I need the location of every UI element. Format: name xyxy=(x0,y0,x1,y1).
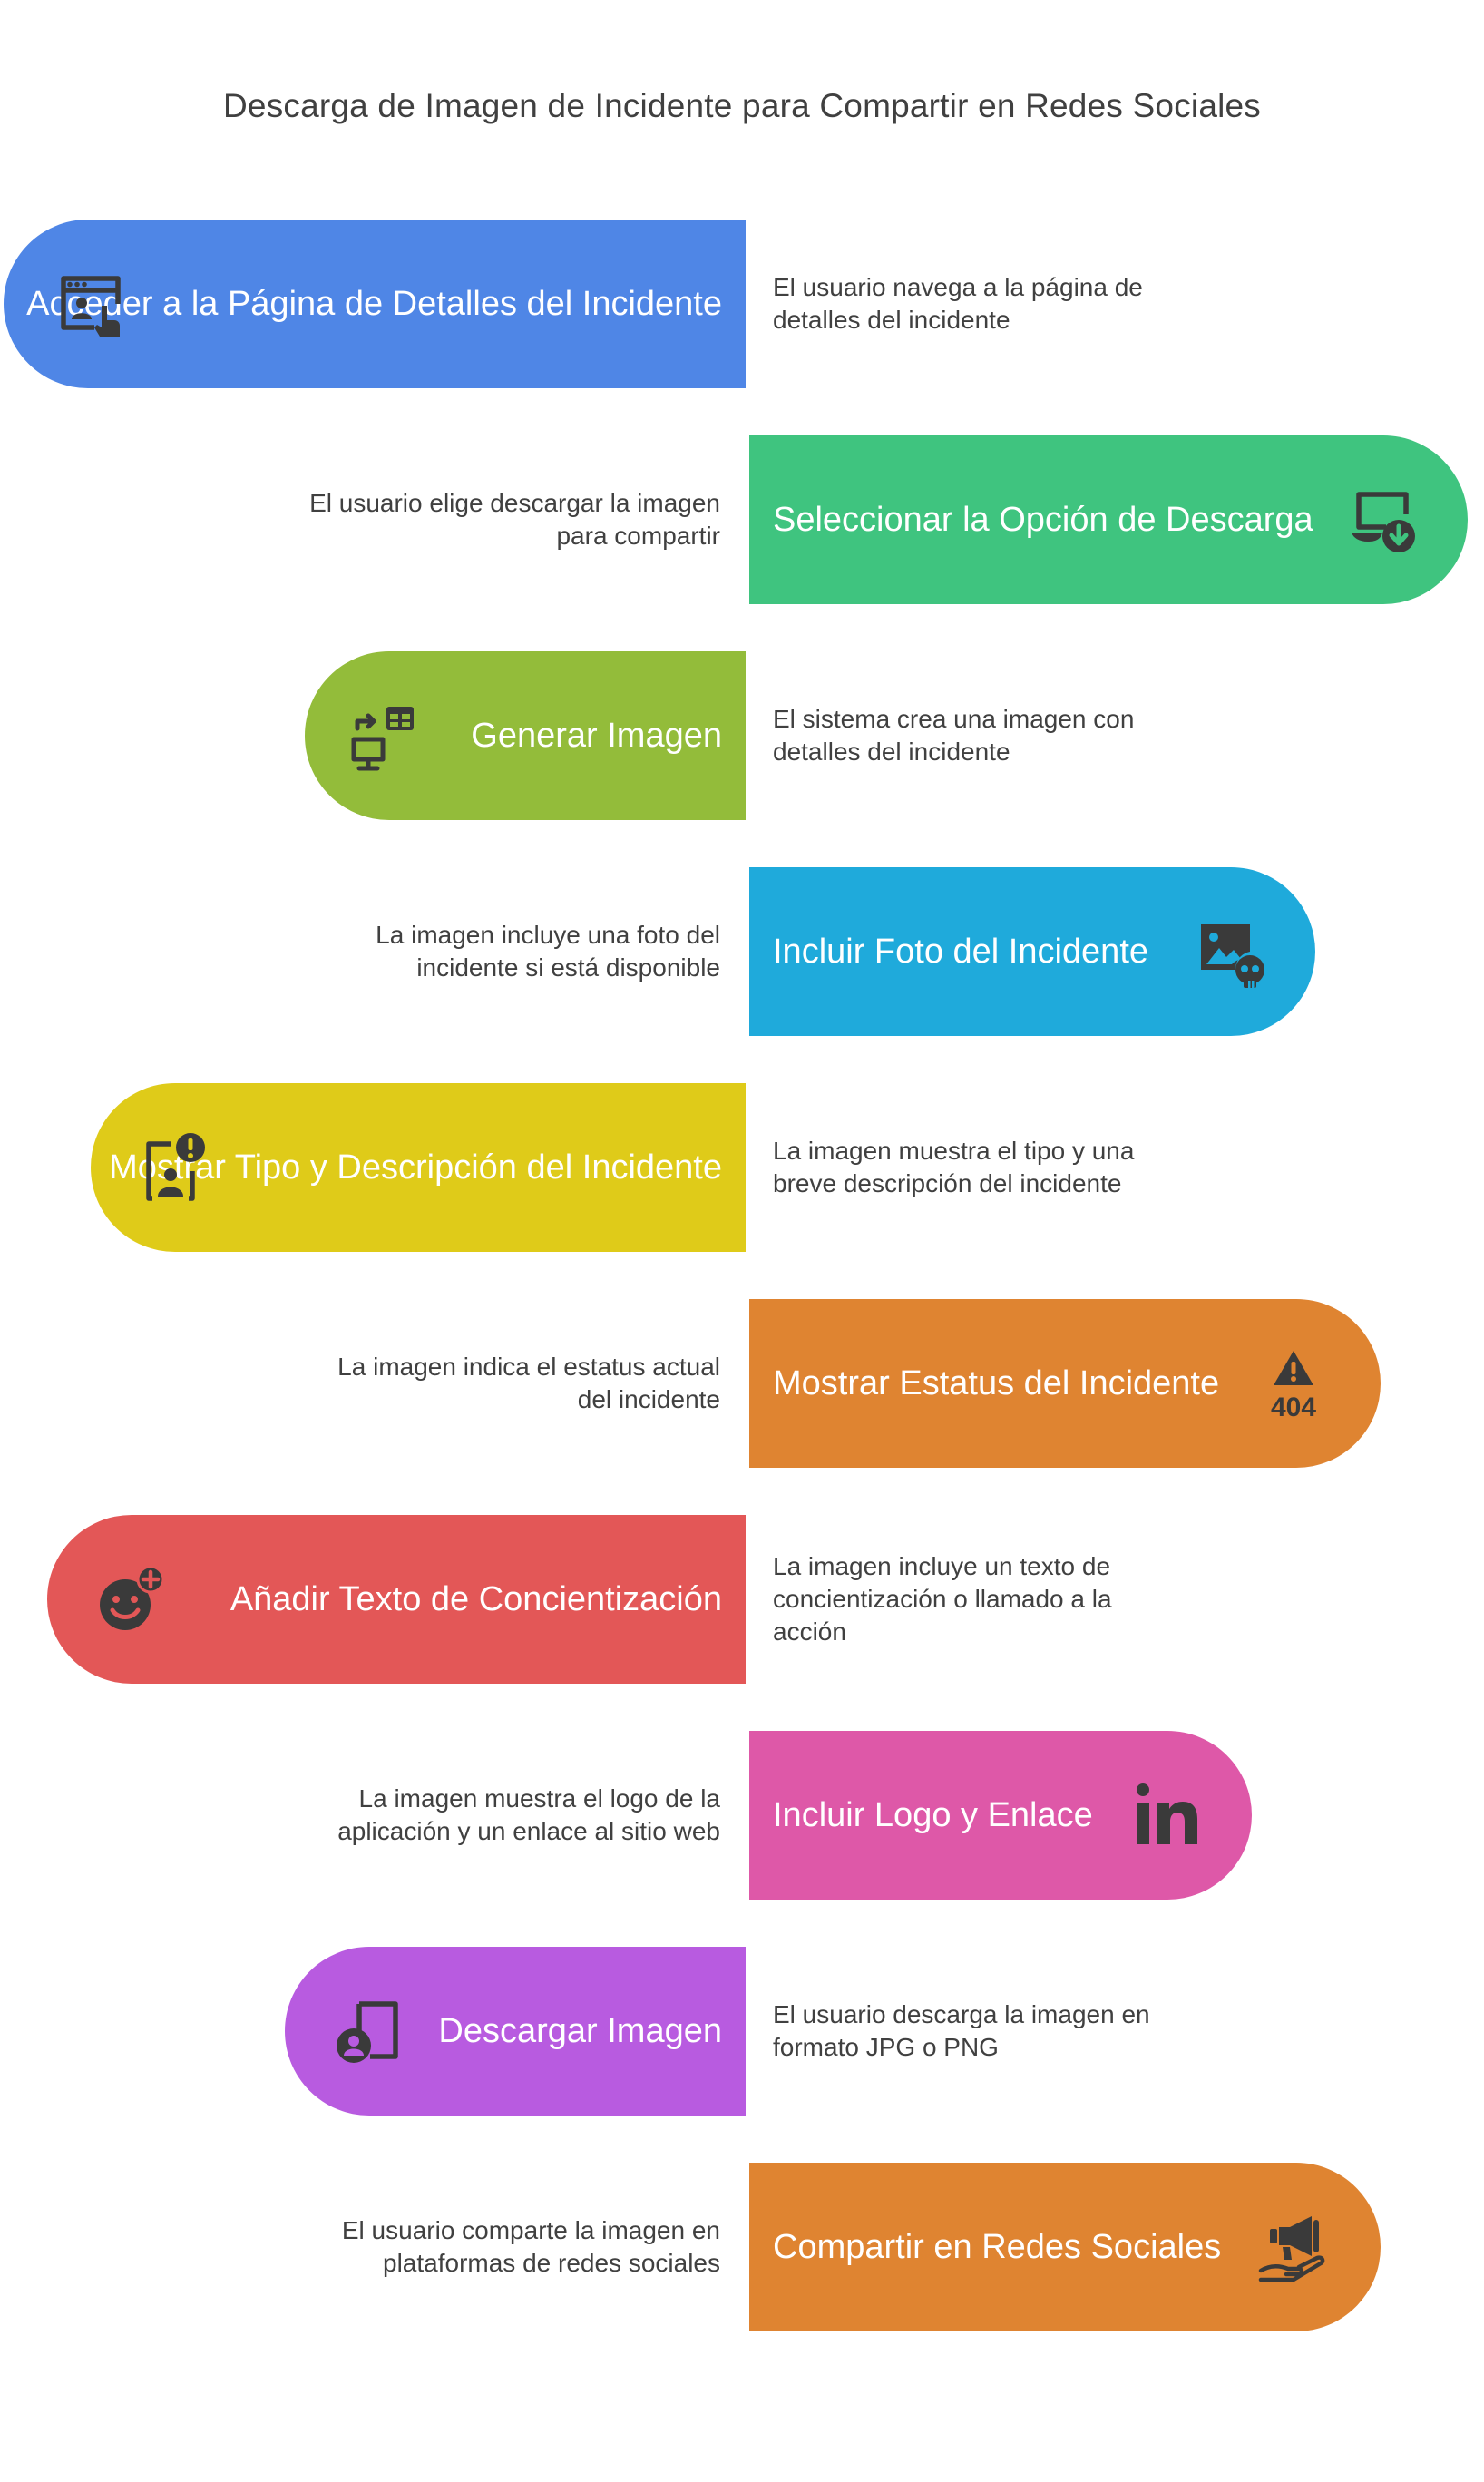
step-1-description: El usuario navega a la página de detalle… xyxy=(773,273,1143,334)
user-alert-icon xyxy=(138,1131,210,1204)
step-2-pill: Seleccionar la Opción de Descarga xyxy=(749,435,1468,604)
step-9-description: El usuario descarga la imagen en formato… xyxy=(773,2000,1150,2061)
step-5: Mostrar Tipo y Descripción del Incidente… xyxy=(0,1083,1484,1252)
step-10-label: Compartir en Redes Sociales xyxy=(773,2228,1222,2266)
device-download-icon xyxy=(1346,484,1419,556)
browser-user-cursor-icon xyxy=(54,268,127,340)
step-8-pill: Incluir Logo y Enlace xyxy=(749,1731,1252,1900)
step-9: Descargar Imagen El usuario descarga la … xyxy=(0,1947,1484,2116)
step-7-pill: Añadir Texto de Concientización xyxy=(47,1515,746,1684)
user-frame-icon xyxy=(332,1995,405,2067)
step-8-label: Incluir Logo y Enlace xyxy=(773,1796,1093,1834)
step-2-label: Seleccionar la Opción de Descarga xyxy=(773,501,1313,539)
step-4-label: Incluir Foto del Incidente xyxy=(773,933,1149,971)
step-10: Compartir en Redes Sociales El usuario c… xyxy=(0,2163,1484,2331)
step-4-pill: Incluir Foto del Incidente xyxy=(749,867,1315,1036)
linkedin-icon xyxy=(1130,1779,1203,1852)
step-6: Mostrar Estatus del Incidente 404 La ima… xyxy=(0,1299,1484,1468)
warning-404-icon: 404 xyxy=(1257,1347,1330,1420)
step-8: Incluir Logo y Enlace La imagen muestra … xyxy=(0,1731,1484,1900)
step-1: Acceder a la Página de Detalles del Inci… xyxy=(0,220,1484,388)
step-3: Generar Imagen El sistema crea una image… xyxy=(0,651,1484,820)
step-3-description: El sistema crea una imagen con detalles … xyxy=(773,705,1135,766)
step-9-label: Descargar Imagen xyxy=(438,2012,722,2050)
step-2-description: El usuario elige descargar la imagen par… xyxy=(309,489,720,550)
step-6-pill: Mostrar Estatus del Incidente 404 xyxy=(749,1299,1381,1468)
step-5-label: Mostrar Tipo y Descripción del Incidente xyxy=(109,1148,722,1187)
step-1-label: Acceder a la Página de Detalles del Inci… xyxy=(26,285,722,323)
data-transfer-icon xyxy=(347,699,419,772)
step-3-label: Generar Imagen xyxy=(471,717,722,755)
step-5-description: La imagen muestra el tipo y una breve de… xyxy=(773,1137,1135,1197)
step-10-description: El usuario comparte la imagen en platafo… xyxy=(341,2216,720,2277)
image-skull-icon xyxy=(1194,915,1266,988)
step-7-label: Añadir Texto de Concientización xyxy=(229,1580,722,1618)
step-2: Seleccionar la Opción de Descarga El usu… xyxy=(0,435,1484,604)
megaphone-hand-icon xyxy=(1257,2211,1330,2283)
step-3-pill: Generar Imagen xyxy=(305,651,746,820)
page-title: Descarga de Imagen de Incidente para Com… xyxy=(223,87,1261,124)
step-7: Añadir Texto de Concientización La image… xyxy=(0,1515,1484,1684)
step-7-description: La imagen incluye un texto de concientiz… xyxy=(773,1552,1112,1646)
step-10-pill: Compartir en Redes Sociales xyxy=(749,2163,1381,2331)
smiley-plus-icon xyxy=(94,1563,167,1636)
step-4: Incluir Foto del Incidente La imagen inc… xyxy=(0,867,1484,1036)
step-6-label: Mostrar Estatus del Incidente xyxy=(773,1364,1220,1402)
step-6-description: La imagen indica el estatus actual del i… xyxy=(337,1353,720,1413)
step-8-description: La imagen muestra el logo de la aplicaci… xyxy=(337,1784,720,1845)
svg-text:404: 404 xyxy=(1271,1392,1316,1420)
step-1-pill: Acceder a la Página de Detalles del Inci… xyxy=(4,220,746,388)
step-4-description: La imagen incluye una foto del incidente… xyxy=(376,921,720,982)
step-5-pill: Mostrar Tipo y Descripción del Incidente xyxy=(91,1083,746,1252)
step-9-pill: Descargar Imagen xyxy=(285,1947,746,2116)
